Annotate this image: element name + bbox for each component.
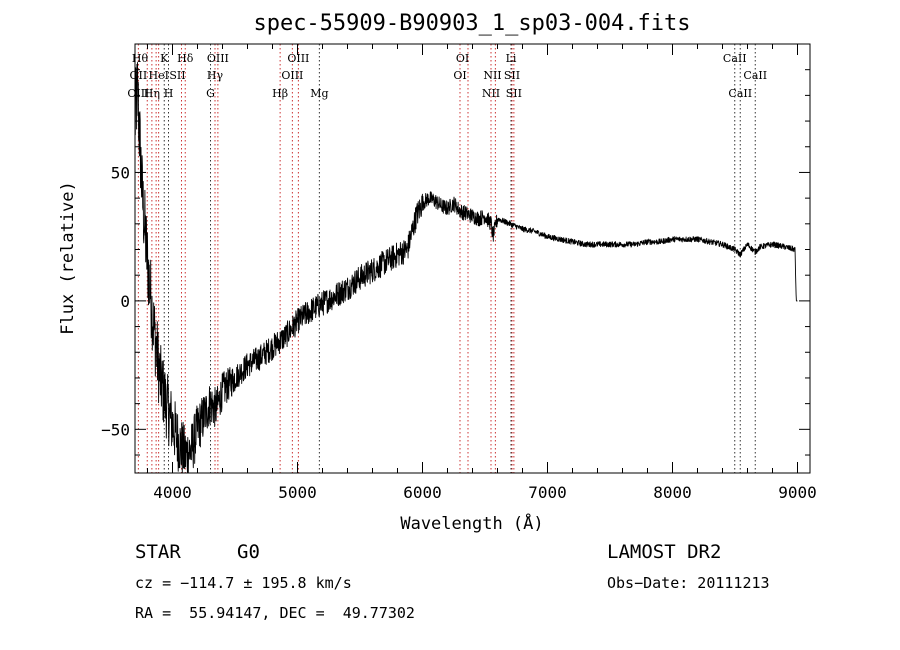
line-label: CaII bbox=[743, 69, 767, 82]
y-tick-label: −50 bbox=[101, 420, 130, 439]
line-label: K bbox=[160, 52, 169, 65]
line-label: SII bbox=[504, 69, 520, 82]
chart-title: spec-55909-B90903_1_sp03-004.fits bbox=[253, 11, 690, 36]
line-label: OIII bbox=[281, 69, 303, 82]
x-tick-label: 6000 bbox=[403, 483, 442, 502]
line-label: OIII bbox=[207, 52, 229, 65]
line-label: OI bbox=[456, 52, 469, 65]
y-axis-label: Flux (relative) bbox=[58, 181, 78, 335]
line-label: OI bbox=[453, 69, 466, 82]
line-label: HeI bbox=[149, 69, 169, 82]
obs-date-text: Obs−Date: 20111213 bbox=[607, 574, 770, 592]
survey-name: LAMOST DR2 bbox=[607, 541, 722, 563]
line-label: Li bbox=[506, 52, 517, 65]
line-label: G bbox=[206, 87, 215, 100]
line-label: H bbox=[164, 87, 174, 100]
y-tick-label: 0 bbox=[120, 292, 130, 311]
spectrum-line bbox=[134, 61, 798, 474]
line-label: OII bbox=[130, 69, 148, 82]
x-tick-label: 5000 bbox=[278, 483, 317, 502]
line-label: NII bbox=[482, 87, 500, 100]
line-label: Mg bbox=[310, 87, 328, 100]
y-tick-label: 50 bbox=[111, 163, 130, 182]
axis-ticks: 4000 5000 6000 7000 8000 9000 −50 0 50 bbox=[101, 44, 817, 502]
line-label: CaII bbox=[728, 87, 752, 100]
object-subclass: G0 bbox=[237, 541, 260, 563]
spectral-line-markers bbox=[137, 44, 756, 473]
x-tick-label: 8000 bbox=[653, 483, 692, 502]
x-tick-label: 7000 bbox=[528, 483, 567, 502]
line-label: SII bbox=[506, 87, 522, 100]
line-label: NII bbox=[483, 69, 501, 82]
line-label: SII bbox=[169, 69, 185, 82]
line-label: Hδ bbox=[177, 52, 194, 65]
line-label: Hγ bbox=[207, 69, 224, 82]
x-tick-label: 9000 bbox=[778, 483, 817, 502]
plot-frame bbox=[134, 43, 811, 474]
spectrum-series bbox=[134, 61, 798, 474]
line-label: OIII bbox=[287, 52, 309, 65]
line-label: CaII bbox=[723, 52, 747, 65]
redshift-text: cz = −114.7 ± 195.8 km/s bbox=[135, 574, 352, 592]
line-label: Hβ bbox=[272, 87, 288, 100]
x-axis-label: Wavelength (Å) bbox=[400, 512, 543, 534]
x-tick-label: 4000 bbox=[153, 483, 192, 502]
line-label: Hη bbox=[144, 87, 160, 100]
line-label: Hθ bbox=[132, 52, 149, 65]
coordinates-text: RA = 55.94147, DEC = 49.77302 bbox=[135, 604, 415, 622]
object-class: STAR bbox=[135, 541, 181, 563]
